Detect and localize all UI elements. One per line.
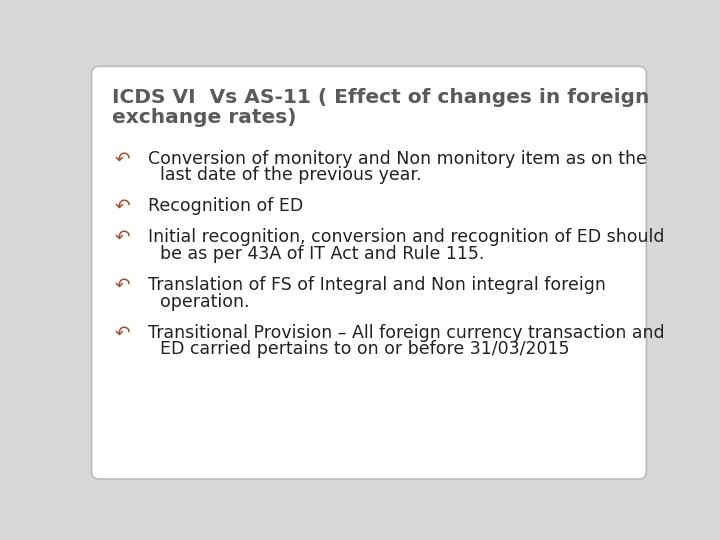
Text: be as per 43A of IT Act and Rule 115.: be as per 43A of IT Act and Rule 115. [160,245,484,263]
Text: ED carried pertains to on or before 31/03/2015: ED carried pertains to on or before 31/0… [160,340,570,359]
Text: Conversion of monitory and Non monitory item as on the: Conversion of monitory and Non monitory … [148,150,647,167]
Text: ICDS VI  Vs AS-11 ( Effect of changes in foreign: ICDS VI Vs AS-11 ( Effect of changes in … [112,88,649,107]
Text: Transitional Provision – All foreign currency transaction and: Transitional Provision – All foreign cur… [148,323,665,341]
Text: ↶: ↶ [114,197,130,216]
Text: ↶: ↶ [114,276,130,295]
Text: ↶: ↶ [114,228,130,247]
Text: ↶: ↶ [114,150,130,168]
Text: last date of the previous year.: last date of the previous year. [160,166,421,185]
Text: ↶: ↶ [114,323,130,342]
Text: exchange rates): exchange rates) [112,108,296,127]
Text: Initial recognition, conversion and recognition of ED should: Initial recognition, conversion and reco… [148,228,665,246]
FancyBboxPatch shape [91,66,647,479]
Text: Translation of FS of Integral and Non integral foreign: Translation of FS of Integral and Non in… [148,276,606,294]
Text: Recognition of ED: Recognition of ED [148,197,303,215]
Text: operation.: operation. [160,293,249,310]
